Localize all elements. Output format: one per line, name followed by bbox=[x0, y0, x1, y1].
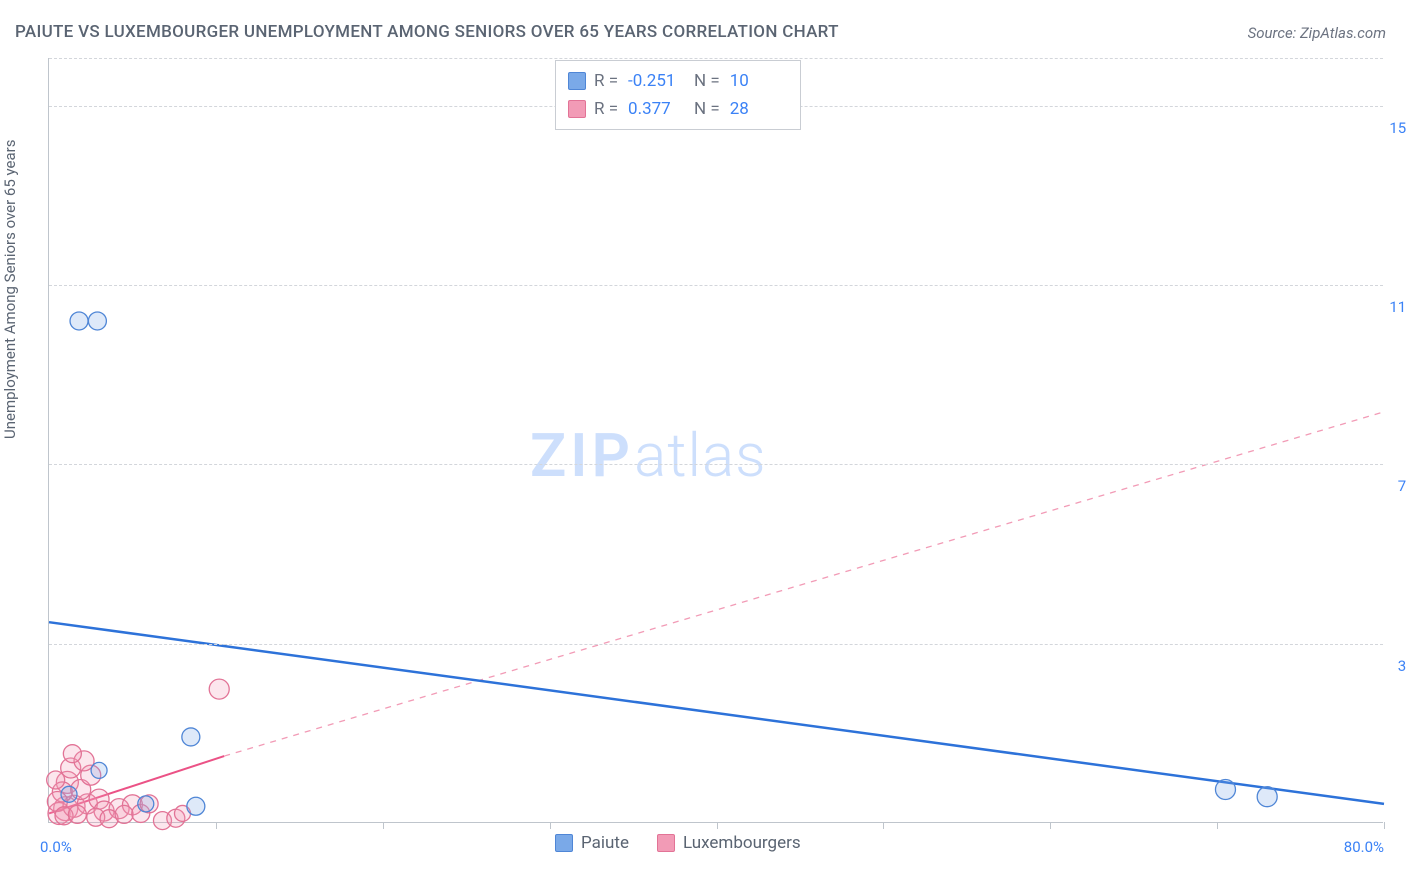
data-point bbox=[1257, 787, 1277, 807]
swatch-lux-bottom bbox=[657, 834, 675, 852]
legend-item-lux: Luxembourgers bbox=[657, 833, 801, 853]
legend-bottom: Paiute Luxembourgers bbox=[555, 833, 801, 853]
swatch-paiute bbox=[568, 72, 586, 90]
data-point bbox=[47, 771, 65, 789]
data-point bbox=[91, 762, 107, 778]
y-tick-label: 37.5% bbox=[1388, 657, 1406, 675]
data-point bbox=[187, 797, 205, 815]
legend-label-paiute: Paiute bbox=[581, 833, 629, 853]
n-label: N = bbox=[694, 99, 720, 119]
n-value-lux: 28 bbox=[730, 99, 788, 119]
chart-title: PAIUTE VS LUXEMBOURGER UNEMPLOYMENT AMON… bbox=[15, 22, 839, 42]
chart-svg bbox=[49, 58, 1383, 822]
y-tick-label: 75.0% bbox=[1388, 477, 1406, 495]
y-axis-label: Unemployment Among Seniors over 65 years bbox=[1, 140, 19, 439]
x-axis-origin-label: 0.0% bbox=[40, 838, 72, 856]
data-point bbox=[61, 786, 77, 802]
stats-row-paiute: R = -0.251 N = 10 bbox=[568, 67, 788, 95]
r-label: R = bbox=[594, 71, 618, 91]
chart-plot-area: 37.5%75.0%112.5%150.0% bbox=[48, 58, 1383, 823]
x-axis-max-label: 80.0% bbox=[1344, 838, 1384, 856]
legend-item-paiute: Paiute bbox=[555, 833, 629, 853]
data-point bbox=[68, 805, 86, 823]
n-value-paiute: 10 bbox=[730, 71, 788, 91]
y-tick-label: 112.5% bbox=[1388, 298, 1406, 316]
stats-legend-box: R = -0.251 N = 10 R = 0.377 N = 28 bbox=[555, 60, 801, 130]
data-point bbox=[1215, 780, 1235, 800]
data-point bbox=[182, 728, 200, 746]
swatch-paiute-bottom bbox=[555, 834, 573, 852]
data-point bbox=[70, 312, 88, 330]
data-point bbox=[63, 745, 81, 763]
data-point bbox=[138, 796, 154, 812]
data-point bbox=[88, 312, 106, 330]
swatch-lux bbox=[568, 100, 586, 118]
n-label: N = bbox=[694, 71, 720, 91]
stats-row-lux: R = 0.377 N = 28 bbox=[568, 95, 788, 123]
y-tick-label: 150.0% bbox=[1388, 119, 1406, 137]
r-label: R = bbox=[594, 99, 618, 119]
data-point bbox=[209, 679, 229, 699]
data-point bbox=[115, 805, 133, 823]
r-value-paiute: -0.251 bbox=[628, 71, 686, 91]
r-value-lux: 0.377 bbox=[628, 99, 686, 119]
chart-source: Source: ZipAtlas.com bbox=[1248, 24, 1386, 42]
legend-label-lux: Luxembourgers bbox=[683, 833, 801, 853]
